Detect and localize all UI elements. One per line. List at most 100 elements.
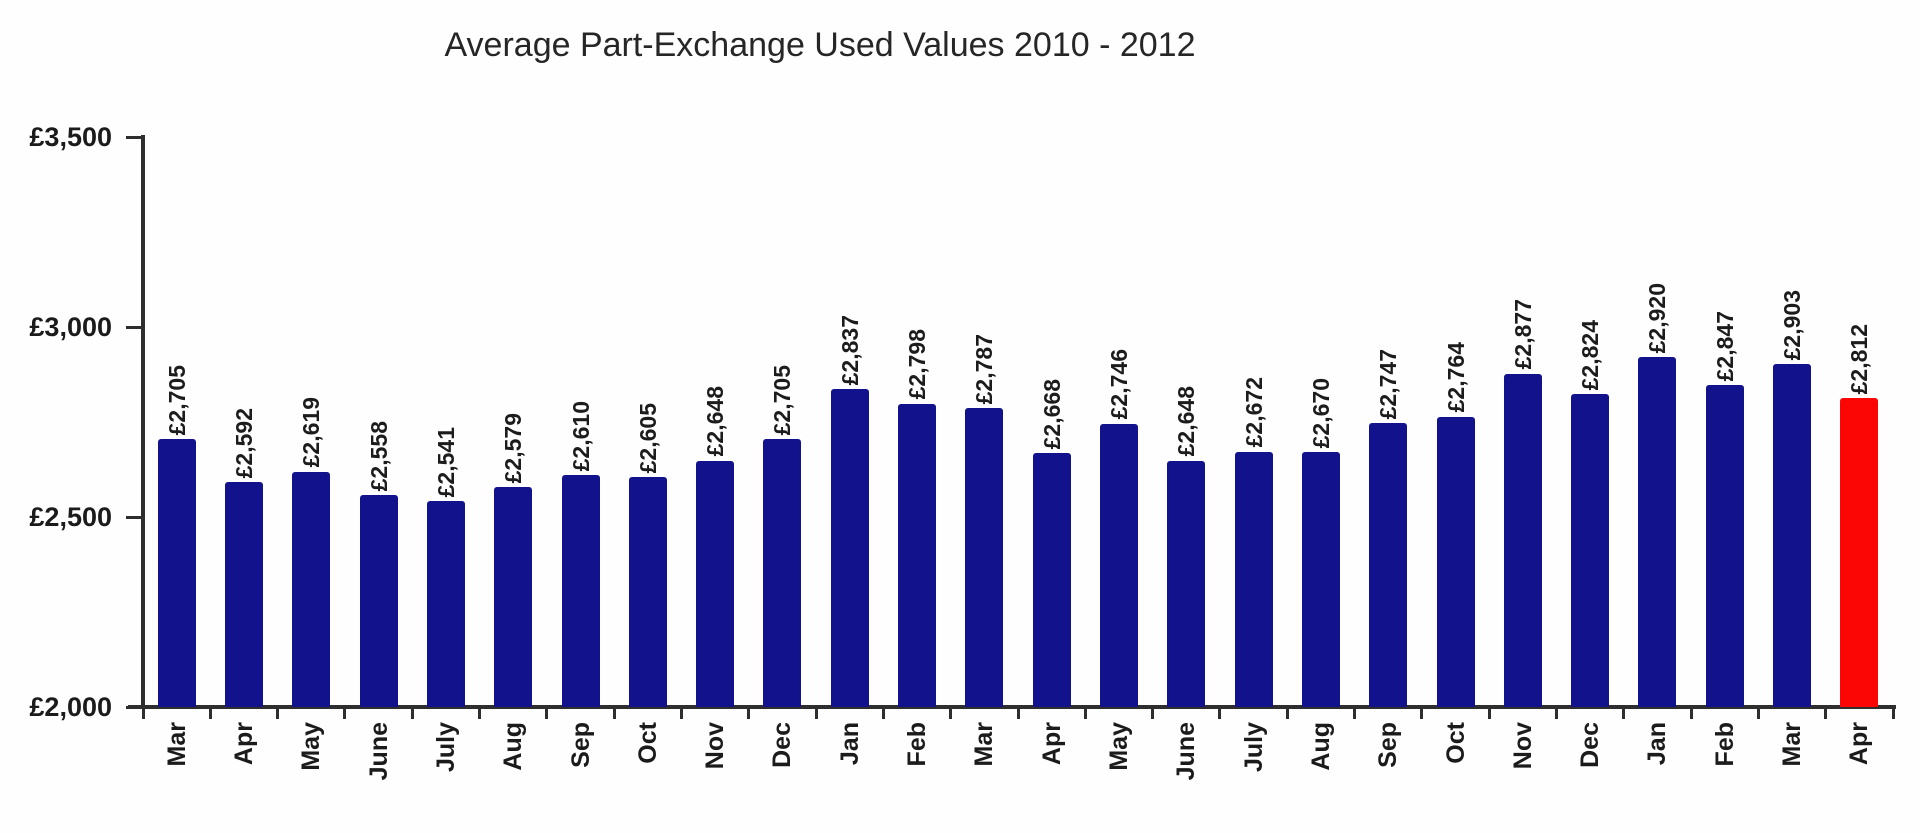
x-tick [679,707,683,719]
bar-value-label: £2,648 [702,386,729,457]
x-category-label: Jan [835,722,864,766]
x-tick [478,707,482,719]
bar-dec-21 [1571,393,1610,707]
y-tick-label: £3,500 [29,122,112,152]
x-category-label: Apr [229,722,258,766]
y-tick-label: £2,000 [29,692,112,722]
x-tick [1151,707,1155,719]
bar-value-label: £2,579 [500,412,527,483]
bar-value-label: £2,605 [634,402,661,474]
x-category-label: Jan [1643,722,1672,766]
x-tick [814,707,818,719]
bar-may-14 [1099,423,1138,707]
bar-value-label: £2,705 [769,364,796,436]
x-tick [208,707,212,719]
x-category-label: Apr [1845,722,1874,766]
x-tick [343,707,347,719]
y-tick-label: £3,000 [29,312,112,342]
bar-value-label: £2,670 [1307,378,1334,449]
x-category-label: July [1239,722,1268,773]
y-axis-line [141,135,145,709]
x-category-label: June [1172,722,1201,781]
x-tick [1891,707,1895,719]
bar-value-label: £2,619 [298,397,325,468]
bar-aug-17 [1301,452,1340,707]
bar-june-3 [359,494,398,707]
x-tick [276,707,280,719]
bar-apr-13 [1032,453,1071,707]
x-category-label: Oct [633,722,662,764]
bar-jan-10 [830,388,869,707]
x-tick [612,707,616,719]
x-tick [545,707,549,719]
bar-mar-0 [157,439,196,707]
x-tick [1756,707,1760,719]
bar-oct-19 [1436,416,1475,707]
bar-value-label: £2,903 [1779,289,1806,360]
x-category-label: July [431,722,460,773]
y-tick [126,325,143,329]
x-tick [410,707,414,719]
x-tick [881,707,885,719]
x-category-label: Oct [1441,722,1470,764]
x-category-label: Dec [768,722,797,768]
bar-apr-25 [1840,398,1879,707]
x-category-label: May [1104,722,1133,771]
x-axis-line [128,705,1896,709]
y-tick [126,705,143,709]
x-category-label: Sep [566,722,595,768]
x-tick [1285,707,1289,719]
x-tick [747,707,751,719]
bar-may-2 [292,471,331,707]
x-tick [1689,707,1693,719]
bar-value-label: £2,837 [836,314,863,385]
x-category-label: Mar [162,722,191,767]
x-category-label: Feb [1710,722,1739,767]
bar-value-label: £2,648 [1173,386,1200,457]
bar-aug-5 [494,486,533,707]
bar-value-label: £2,877 [1509,299,1536,370]
bar-feb-23 [1705,385,1744,707]
x-category-label: Apr [1037,722,1066,766]
x-category-label: Sep [1374,722,1403,768]
x-category-label: Nov [701,722,730,770]
bar-june-15 [1167,460,1206,707]
bar-value-label: £2,705 [163,364,190,436]
x-tick [949,707,953,719]
bar-value-label: £2,747 [1375,348,1402,420]
x-tick [1420,707,1424,719]
x-category-label: Aug [499,722,528,771]
x-tick [1824,707,1828,719]
bar-sep-6 [561,475,600,707]
bar-mar-24 [1773,363,1812,707]
bar-value-label: £2,798 [904,329,931,400]
bar-mar-12 [965,407,1004,707]
x-tick [1083,707,1087,719]
x-tick [1016,707,1020,719]
x-category-label: Dec [1576,722,1605,768]
y-tick [126,135,143,139]
x-category-label: Mar [1778,722,1807,767]
bar-value-label: £2,610 [567,400,594,472]
bar-value-label: £2,558 [365,420,392,491]
chart-title: Average Part-Exchange Used Values 2010 -… [444,26,1196,64]
x-tick [1353,707,1357,719]
bar-value-label: £2,824 [1577,319,1604,390]
bar-value-label: £2,746 [1105,349,1132,420]
x-category-label: Nov [1508,722,1537,770]
bar-sep-18 [1369,423,1408,707]
bar-july-4 [426,501,465,707]
bar-jan-22 [1638,357,1677,707]
y-tick [126,515,143,519]
x-tick [1218,707,1222,719]
bar-value-label: £2,920 [1644,283,1671,354]
bar-apr-1 [224,482,263,707]
x-tick [1622,707,1626,719]
bar-feb-11 [898,403,937,707]
bar-value-label: £2,592 [230,407,257,479]
bar-value-label: £2,764 [1442,342,1469,413]
x-tick [141,707,145,719]
x-category-label: May [297,722,326,771]
bar-value-label: £2,847 [1711,310,1738,382]
